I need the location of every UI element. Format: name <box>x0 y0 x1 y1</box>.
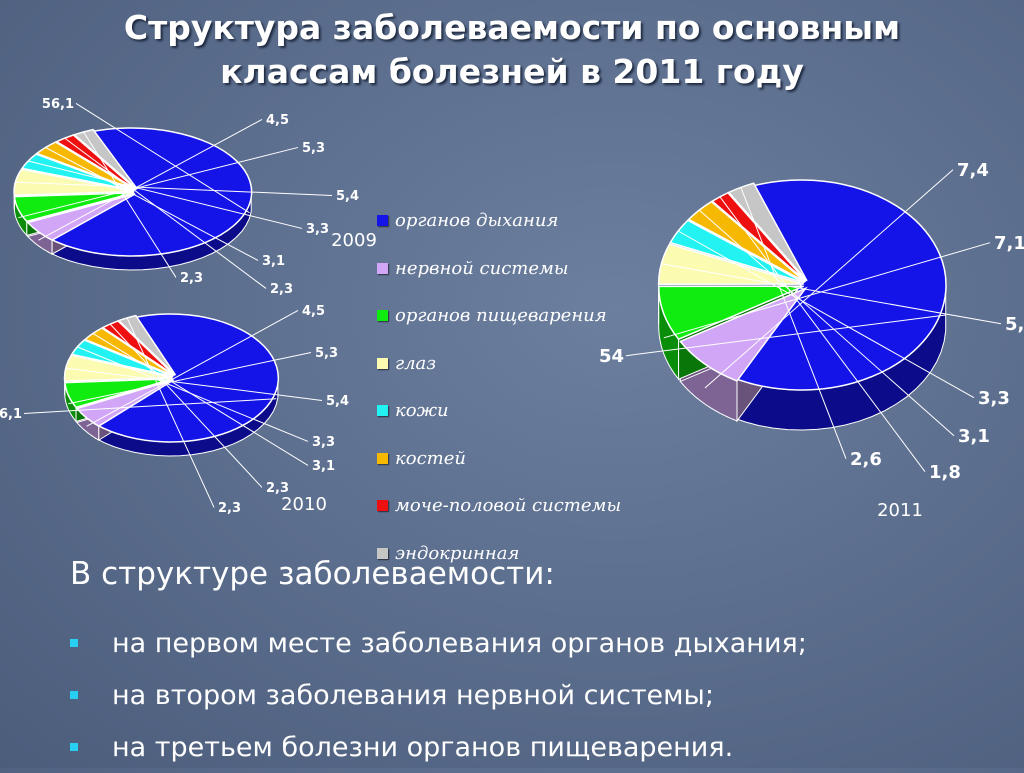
pie-year-label: 2009 <box>331 230 377 251</box>
bullet-text: на втором заболевания нервной системы; <box>112 680 714 711</box>
legend-item: моче-половой системы <box>377 482 657 530</box>
bullet-text: на третьем болезни органов пищеварения. <box>112 732 733 763</box>
pie-data-label: 56,1 <box>42 97 74 112</box>
legend-swatch <box>377 263 388 274</box>
pie-data-label: 7,4 <box>957 160 989 181</box>
chart-legend: органов дыхания нервной системы органов пи… <box>377 197 657 577</box>
pie-data-label: 2,6 <box>850 449 882 470</box>
pie-data-label: 1,8 <box>929 462 961 483</box>
legend-item: органов дыхания <box>377 197 657 245</box>
pie-data-label: 7,1 <box>994 233 1024 254</box>
legend-swatch <box>377 453 388 464</box>
legend-item: нервной системы <box>377 245 657 293</box>
pie-data-label: 4,5 <box>302 304 325 319</box>
legend-swatch <box>377 500 388 511</box>
pie-data-label: 3,1 <box>958 426 990 447</box>
legend-label: костей <box>395 448 466 469</box>
bullet-square-icon <box>70 691 78 699</box>
summary-bullet: на третьем болезни органов пищеварения. <box>70 721 807 773</box>
pie-data-label: 2,3 <box>180 271 203 286</box>
pie-data-label: 3,3 <box>312 435 335 450</box>
legend-item: кожи <box>377 387 657 435</box>
legend-swatch <box>377 215 388 226</box>
legend-label: моче-половой системы <box>395 495 621 516</box>
bullet-text: на первом месте заболевания органов дыха… <box>112 628 807 659</box>
pie-chart-2009: 56,1 4,5 5,3 5,4 3,3 3,1 2,3 2,3 2009 <box>14 97 377 297</box>
pie-data-label: 5,3 <box>1005 314 1024 335</box>
pie-data-label: 56,1 <box>0 407 22 422</box>
legend-item: органов пищеварения <box>377 292 657 340</box>
pie-data-label: 5,3 <box>315 346 338 361</box>
pie-data-label: 2,3 <box>270 282 293 297</box>
summary-bullet: на втором заболевания нервной системы; <box>70 669 807 721</box>
summary-bullets: на первом месте заболевания органов дыха… <box>70 617 807 773</box>
pie-data-label: 5,4 <box>326 394 349 409</box>
pie-year-label: 2011 <box>877 500 923 521</box>
legend-item: костей <box>377 435 657 483</box>
pie-data-label: 2,3 <box>218 501 241 516</box>
pie-data-label: 5,4 <box>336 189 359 204</box>
pie-data-label: 4,5 <box>266 113 289 128</box>
summary-bullet: на первом месте заболевания органов дыха… <box>70 617 807 669</box>
legend-swatch <box>377 358 388 369</box>
legend-label: глаз <box>395 353 436 374</box>
pie-data-label: 3,3 <box>978 388 1010 409</box>
pie-data-label: 3,3 <box>306 222 329 237</box>
bullet-square-icon <box>70 639 78 647</box>
legend-label: кожи <box>395 400 449 421</box>
pie-data-label: 5,3 <box>302 141 325 156</box>
pie-data-label: 3,1 <box>262 254 285 269</box>
legend-label: нервной системы <box>395 258 569 279</box>
summary-heading: В структуре заболеваемости: <box>70 556 555 592</box>
legend-label: органов дыхания <box>395 210 558 231</box>
pie-year-label: 2010 <box>281 494 327 515</box>
legend-swatch <box>377 310 388 321</box>
legend-item: глаз <box>377 340 657 388</box>
legend-label: органов пищеварения <box>395 305 607 326</box>
legend-swatch <box>377 405 388 416</box>
pie-data-label: 3,1 <box>312 459 335 474</box>
bullet-square-icon <box>70 743 78 751</box>
